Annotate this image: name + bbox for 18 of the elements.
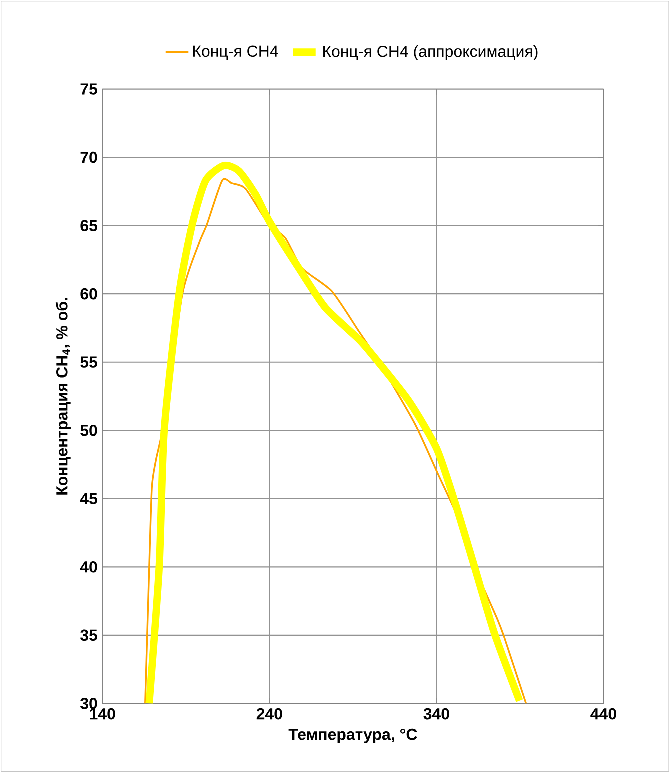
y-tick-label: 75: [80, 84, 98, 95]
x-tick-label: 140: [90, 708, 116, 720]
y-tick-label: 65: [80, 220, 98, 232]
y-tick-label: 45: [80, 493, 98, 504]
x-axis-title: Температура, °C: [288, 728, 418, 744]
y-tick-label: 70: [80, 152, 98, 164]
y-tick-label: 50: [80, 424, 98, 436]
legend-label: Конц-я CH4: [193, 46, 278, 60]
y-tick-label: 30: [80, 698, 98, 710]
x-tick-label: 440: [590, 708, 616, 720]
x-tick-label: 240: [256, 708, 282, 720]
x-tick-label: 340: [424, 708, 450, 720]
y-tick-label: 60: [80, 288, 98, 300]
legend-label: Конц-я CH4 (аппроксимация): [323, 46, 538, 60]
y-tick-label: 35: [80, 630, 98, 642]
y-axis-title: Концентрация CH$_{4}$, % об.: [56, 298, 71, 495]
y-tick-label: 40: [80, 562, 98, 573]
y-tick-label: 55: [80, 356, 98, 368]
